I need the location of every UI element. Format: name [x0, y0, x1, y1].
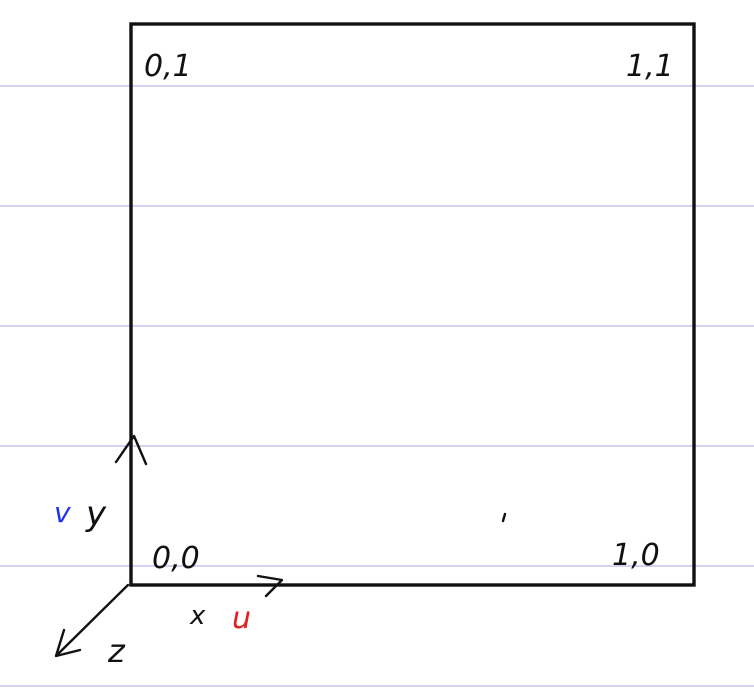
z-axis-line: [56, 583, 130, 656]
v-axis-label: v: [54, 496, 71, 529]
y-axis-label: y: [85, 494, 107, 534]
z-axis-arrowhead: [54, 628, 82, 658]
stray-pen-mark: [501, 512, 507, 523]
unit-square: [129, 22, 696, 587]
corner-label-bottom-right: 1,0: [612, 538, 660, 573]
corner-label-top-left: 0,1: [144, 49, 192, 84]
x-axis-arrowhead: [256, 574, 284, 598]
y-axis-arrowhead: [114, 434, 148, 466]
x-axis-label: x: [189, 601, 206, 631]
corner-label-top-right: 1,1: [626, 49, 674, 84]
ruled-lines: [0, 85, 754, 687]
z-axis-label: z: [107, 632, 126, 670]
u-axis-label: u: [232, 601, 251, 636]
corner-label-bottom-left: 0,0: [152, 541, 200, 576]
